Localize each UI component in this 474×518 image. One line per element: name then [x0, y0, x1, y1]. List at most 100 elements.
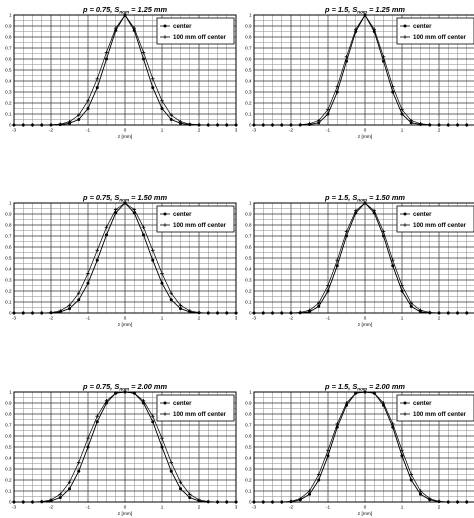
data-point [418, 121, 423, 126]
x-tick-label: 2 [198, 128, 201, 133]
data-point [326, 454, 330, 458]
data-point [390, 422, 395, 426]
series-off-center [12, 390, 238, 504]
y-tick-label: 0.3 [245, 467, 252, 472]
data-point [326, 283, 330, 288]
data-point [335, 264, 339, 268]
y-tick-label: 0.8 [5, 223, 12, 228]
data-point [279, 123, 284, 127]
data-point [160, 436, 164, 440]
y-tick-label: 0.7 [245, 423, 252, 428]
data-point [132, 207, 137, 212]
legend-marker [403, 412, 407, 416]
y-tick-label: 1 [249, 13, 252, 18]
x-tick-label: 2 [438, 505, 441, 510]
data-point [68, 307, 71, 311]
y-tick-label: 0.5 [5, 68, 12, 73]
legend-box [396, 205, 474, 233]
data-point [381, 55, 386, 59]
legend-label: 100 mm off center [173, 34, 227, 41]
data-point [77, 298, 81, 302]
legend: center 100 mm off center [156, 205, 235, 233]
data-point [455, 123, 460, 127]
y-tick-label: 0.3 [245, 278, 252, 283]
data-point [344, 55, 349, 59]
y-tick-label: 0.2 [245, 101, 252, 106]
data-point [104, 50, 109, 55]
data-point [252, 311, 256, 315]
legend-label: center [413, 400, 432, 407]
data-point [224, 311, 229, 315]
data-point [12, 123, 16, 127]
data-point [67, 303, 72, 308]
data-point [132, 391, 137, 395]
x-tick-label: 0 [124, 505, 127, 510]
data-point [132, 211, 136, 215]
legend-marker [163, 401, 167, 405]
y-tick-label: 0.7 [5, 423, 12, 428]
y-tick-label: 0.4 [5, 79, 12, 84]
data-point [30, 500, 35, 504]
data-point [270, 500, 275, 504]
data-point [151, 258, 155, 262]
x-tick-label: 1 [161, 316, 164, 321]
y-tick-label: 0.5 [5, 256, 12, 261]
y-tick-label: 0.1 [5, 300, 12, 305]
data-point [335, 258, 340, 262]
y-tick-label: 0 [249, 311, 252, 316]
legend: center 100 mm off center [396, 17, 474, 45]
title-p-symbol: p [324, 193, 330, 202]
series-off-center [252, 13, 474, 127]
data-point [58, 492, 63, 497]
data-point [390, 258, 395, 262]
data-point [363, 390, 367, 394]
y-tick-label: 0.9 [245, 212, 252, 217]
y-tick-label: 0.2 [5, 478, 12, 483]
legend-box [396, 17, 474, 45]
data-point [382, 234, 385, 238]
data-point [400, 112, 404, 116]
y-tick-label: 0.4 [245, 79, 252, 84]
data-point [95, 414, 100, 418]
data-point [86, 99, 90, 103]
legend-box [156, 17, 235, 45]
data-point [105, 57, 108, 61]
data-point [234, 311, 238, 315]
chart-title: p = 0.75, Snom = 1.50 mm [82, 193, 168, 203]
series-off-center [252, 201, 474, 315]
x-tick-label: -2 [49, 316, 54, 321]
data-point [335, 84, 340, 89]
data-point [150, 248, 155, 253]
data-point [179, 487, 182, 491]
y-tick-label: 0.3 [5, 278, 12, 283]
data-point [252, 123, 256, 127]
x-tick-label: 1 [401, 128, 404, 133]
x-tick-label: 0 [364, 505, 367, 510]
x-tick-label: 2 [198, 316, 201, 321]
data-point [76, 291, 81, 295]
data-point [279, 500, 284, 504]
data-point [21, 123, 26, 127]
data-point [86, 281, 90, 285]
data-point [178, 303, 183, 308]
legend-marker [403, 35, 407, 39]
data-point [21, 311, 26, 315]
data-point [455, 311, 460, 315]
data-point [437, 499, 441, 504]
data-point [234, 123, 238, 127]
data-point [95, 77, 100, 81]
y-tick-label: 1 [9, 390, 12, 395]
data-point [381, 229, 386, 234]
y-tick-label: 0 [249, 500, 252, 505]
chart-title: p = 1.5, Snom = 2.00 mm [324, 382, 405, 392]
y-tick-label: 0.1 [245, 489, 252, 494]
legend-label: center [173, 400, 192, 407]
data-point [234, 500, 238, 504]
y-tick-label: 0 [9, 123, 12, 128]
y-tick-label: 0 [9, 311, 12, 316]
y-tick-label: 0.6 [245, 57, 252, 62]
title-s-value: = 1.25 mm [129, 5, 167, 14]
data-point [400, 448, 404, 453]
x-tick-label: -1 [326, 316, 331, 321]
data-point [400, 454, 404, 458]
